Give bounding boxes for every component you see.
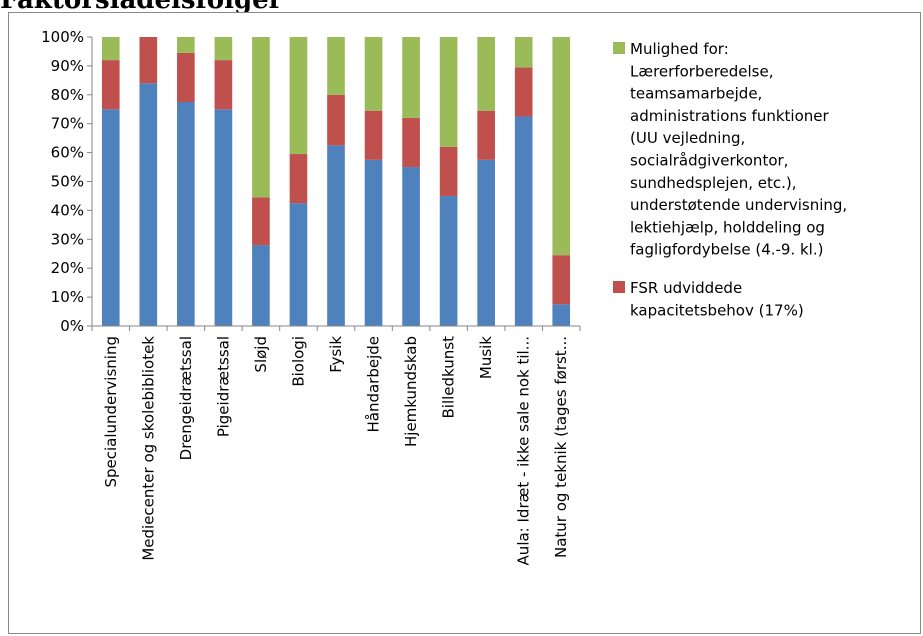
x-tick-label: Specialundervisning bbox=[102, 336, 120, 488]
legend-label: understøtende undervisning, bbox=[630, 196, 847, 214]
legend: Mulighed for: Lærerforberedelse, teamsamar… bbox=[613, 40, 847, 319]
legend-label: Lærerforberedelse, bbox=[630, 62, 774, 80]
bar-segment bbox=[252, 245, 270, 326]
bar-segment bbox=[139, 37, 158, 84]
legend-label: administrations funktioner bbox=[630, 107, 829, 125]
legend-label: teamsamarbejde, bbox=[630, 85, 762, 103]
x-tick-label: Sløjd bbox=[252, 336, 270, 373]
bar-segment bbox=[552, 37, 571, 256]
legend-label: fagligfordybelse (4.-9. kl.) bbox=[630, 241, 823, 259]
bar-segment bbox=[439, 195, 458, 326]
x-tick-label: Drengeidrætssal bbox=[177, 336, 195, 460]
x-tick-label: Natur og teknik (tages først... bbox=[552, 336, 570, 558]
legend-label: socialrådgiverkontor, bbox=[630, 152, 788, 170]
page-heading: Faktorsladelsfolger bbox=[0, 0, 283, 15]
bar-segment bbox=[177, 102, 195, 327]
legend-label: FSR udviddede bbox=[630, 279, 742, 297]
x-axis: Specialundervisning Mediecenter og skoleb… bbox=[91, 325, 581, 565]
bars bbox=[101, 37, 571, 327]
bar-segment bbox=[402, 167, 420, 326]
legend-swatch bbox=[613, 281, 625, 293]
bar-segment bbox=[101, 60, 120, 110]
y-tick-label: 60% bbox=[51, 144, 84, 162]
x-tick-label: Mediecenter og skolebibliotek bbox=[139, 336, 157, 561]
bar-segment bbox=[477, 110, 495, 160]
bar-segment bbox=[101, 37, 120, 61]
x-tick-label: Aula: Idræt - ikke sale nok til... bbox=[515, 336, 533, 565]
x-tick-label: Biologi bbox=[289, 336, 307, 387]
bar-segment bbox=[214, 37, 233, 61]
bar-segment bbox=[364, 159, 383, 326]
bar-segment bbox=[327, 37, 345, 95]
bar-segment bbox=[402, 37, 420, 118]
y-tick-label: 70% bbox=[51, 115, 84, 133]
x-tick-label: Pigeidrætssal bbox=[214, 336, 232, 437]
bar-segment bbox=[364, 110, 383, 160]
bar-segment bbox=[327, 145, 345, 326]
bar-segment bbox=[552, 255, 571, 305]
bar-segment bbox=[214, 60, 233, 110]
bar-segment bbox=[289, 154, 308, 204]
y-tick-label: 100% bbox=[41, 28, 84, 46]
legend-label: kapacitetsbehov (17%) bbox=[630, 301, 804, 319]
bar-segment bbox=[214, 109, 233, 326]
bar-segment bbox=[364, 37, 383, 111]
bar-segment bbox=[552, 304, 571, 326]
bar-segment bbox=[402, 117, 420, 168]
bar-segment bbox=[439, 37, 458, 147]
bar-segment bbox=[289, 37, 308, 155]
bar-segment bbox=[252, 197, 270, 246]
bar-segment bbox=[139, 83, 158, 327]
bar-segment bbox=[514, 37, 533, 68]
y-tick-label: 40% bbox=[51, 201, 84, 219]
x-tick-label: Fysik bbox=[327, 336, 345, 373]
y-tick-label: 30% bbox=[51, 230, 84, 248]
x-tick-label: Hjemkundskab bbox=[402, 336, 420, 447]
chart-frame bbox=[8, 12, 921, 634]
bar-segment bbox=[477, 37, 495, 111]
y-tick-label: 10% bbox=[51, 288, 84, 306]
y-tick-label: 20% bbox=[51, 259, 84, 277]
y-tick-label: 0% bbox=[60, 317, 84, 335]
legend-label: sundhedsplejen, etc.), bbox=[630, 174, 797, 192]
legend-label: Mulighed for: bbox=[630, 40, 729, 58]
x-tick-label: Billedkunst bbox=[440, 336, 458, 419]
bar-segment bbox=[101, 109, 120, 326]
y-axis: 0% 10% 20% 30% 40% 50% 60% 70% 80% 90% 100% bbox=[41, 28, 93, 335]
x-tick-label: Håndarbejde bbox=[365, 336, 383, 433]
bar-segment bbox=[177, 37, 195, 53]
bar-segment bbox=[514, 67, 533, 117]
legend-label: lektiehjælp, holddeling og bbox=[630, 218, 825, 236]
bar-segment bbox=[477, 159, 495, 326]
bar-segment bbox=[252, 37, 270, 198]
y-tick-label: 80% bbox=[51, 86, 84, 104]
y-tick-label: 50% bbox=[51, 173, 84, 191]
bar-segment bbox=[327, 94, 345, 146]
legend-swatch bbox=[613, 42, 625, 54]
y-tick-label: 90% bbox=[51, 57, 84, 75]
bar-segment bbox=[289, 203, 308, 326]
legend-label: (UU vejledning, bbox=[630, 129, 745, 147]
x-tick-label: Musik bbox=[477, 336, 495, 379]
bar-segment bbox=[514, 116, 533, 326]
bar-segment bbox=[439, 146, 458, 196]
bar-segment bbox=[177, 52, 195, 103]
